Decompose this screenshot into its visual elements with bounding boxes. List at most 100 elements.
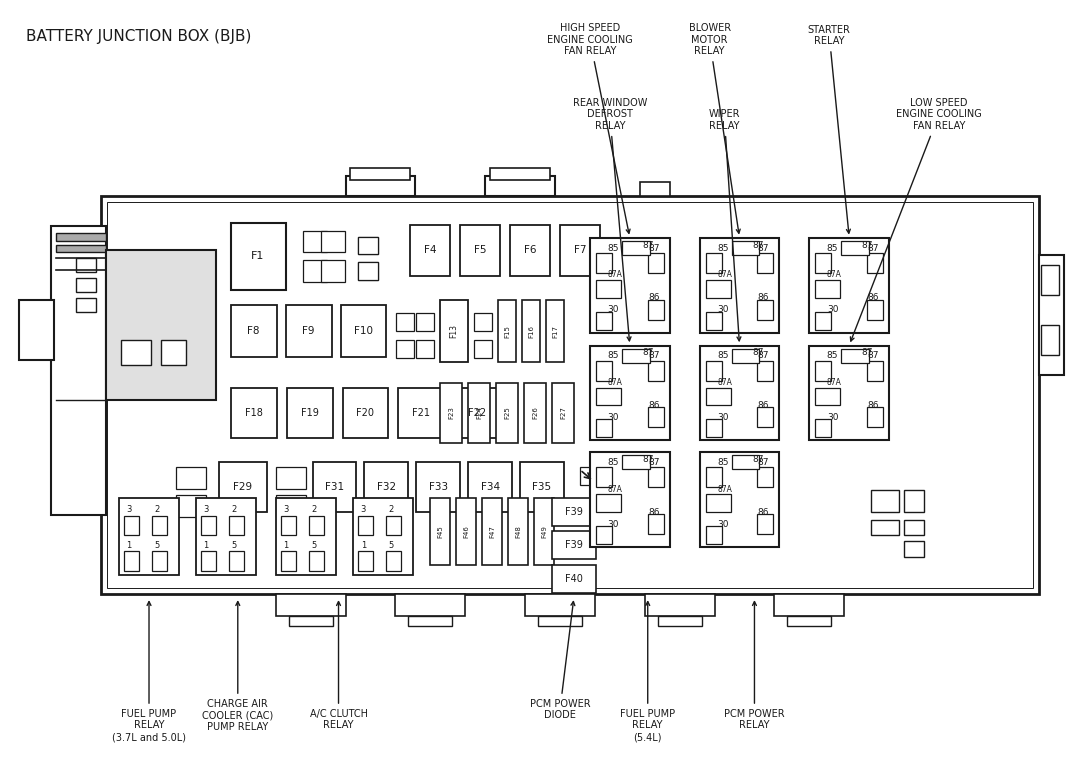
Text: F27: F27 [560,406,566,419]
Text: 87: 87 [648,351,659,360]
Bar [580,467,598,484]
Bar [276,594,345,616]
Bar [647,514,664,534]
Bar [51,226,106,515]
Bar [706,388,731,405]
Text: 3: 3 [361,505,366,514]
Bar [124,515,139,536]
Bar [640,182,670,196]
Bar [647,360,664,381]
Bar [904,519,924,536]
Text: 87: 87 [753,240,763,250]
Text: 86: 86 [868,293,879,302]
Bar [280,551,295,571]
Bar [647,253,664,273]
Bar [358,551,374,571]
Bar [867,408,883,427]
Text: 1: 1 [283,541,288,550]
Bar [308,551,324,571]
Bar [538,616,582,626]
Bar [408,616,452,626]
Text: 85: 85 [717,243,729,253]
Text: F22: F22 [468,408,487,418]
Text: 1: 1 [126,541,131,550]
Text: F39: F39 [565,507,583,517]
Text: F6: F6 [523,246,536,256]
Bar [706,360,721,381]
Bar [706,280,731,298]
Bar [395,594,465,616]
Bar [699,346,780,440]
Bar [590,346,670,440]
Bar [176,494,206,516]
Text: 87: 87 [758,243,769,253]
Text: F39: F39 [565,540,583,550]
Text: 87: 87 [643,240,654,250]
Bar [732,349,759,363]
Text: F23: F23 [449,406,454,419]
Text: F13: F13 [450,324,458,338]
Bar [842,241,869,255]
Text: 87A: 87A [826,378,842,387]
Bar [342,388,389,438]
Bar [699,238,780,332]
Text: PCM POWER
DIODE: PCM POWER DIODE [530,601,591,721]
Text: 87: 87 [758,351,769,360]
Bar [416,313,434,331]
Bar [699,453,780,547]
Bar [176,467,206,488]
Text: 87: 87 [643,455,654,463]
Text: LOW SPEED
ENGINE COOLING
FAN RELAY: LOW SPEED ENGINE COOLING FAN RELAY [850,98,982,341]
Bar [365,462,408,512]
Text: 30: 30 [607,519,619,529]
Text: F29: F29 [233,481,252,491]
Text: 87A: 87A [607,270,622,280]
Bar [358,263,378,281]
Text: 5: 5 [311,541,316,550]
Bar [475,313,492,331]
Text: CHARGE AIR
COOLER (CAC)
PUMP RELAY: CHARGE AIR COOLER (CAC) PUMP RELAY [202,601,274,732]
Text: 86: 86 [648,293,659,302]
Bar [358,263,378,281]
Bar [596,419,611,437]
Text: 87: 87 [753,348,763,357]
Bar [842,349,869,363]
Text: 5: 5 [154,541,160,550]
Bar [152,551,167,571]
Bar [456,498,476,565]
Bar [121,340,151,365]
Bar [508,498,528,565]
Bar [706,494,731,512]
Text: 87A: 87A [607,378,622,387]
Text: F10: F10 [354,326,372,336]
Text: 87A: 87A [607,484,622,494]
Bar [596,526,611,544]
Bar [757,467,773,487]
Bar [816,253,831,273]
Bar [56,232,106,240]
Bar [496,383,518,443]
Text: 87A: 87A [717,484,732,494]
Bar [590,453,670,547]
Text: REAR WINDOW
DEFROST
RELAY: REAR WINDOW DEFROST RELAY [572,98,647,341]
Bar [124,551,139,571]
Bar [358,515,374,536]
Bar [757,360,773,381]
Bar [351,168,411,180]
Bar [229,515,243,536]
Text: F46: F46 [464,525,469,538]
Bar [56,245,106,253]
Text: BLOWER
MOTOR
RELAY: BLOWER MOTOR RELAY [689,23,741,233]
Bar [399,388,444,438]
Bar [546,301,564,362]
Text: F19: F19 [301,408,318,418]
Text: FUEL PUMP
RELAY
(5.4L): FUEL PUMP RELAY (5.4L) [620,601,675,742]
Text: 2: 2 [389,505,394,514]
Bar [345,176,415,196]
Text: STARTER
RELAY: STARTER RELAY [808,25,850,233]
Bar [757,514,773,534]
Text: 87: 87 [868,351,879,360]
Bar [320,260,344,282]
Text: 5: 5 [231,541,237,550]
Bar [809,238,889,332]
